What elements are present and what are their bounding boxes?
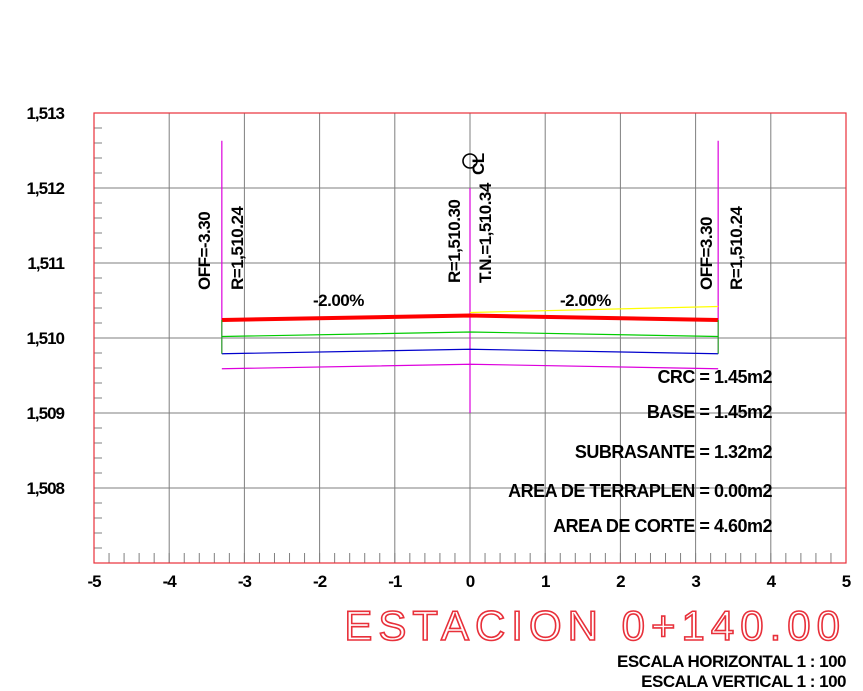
- x-tick-label: -5: [87, 572, 101, 591]
- area-base: BASE = 1.45m2: [647, 402, 773, 422]
- scale-vertical: ESCALA VERTICAL 1 : 100: [641, 672, 846, 691]
- area-corte: AREA DE CORTE = 4.60m2: [553, 516, 772, 536]
- left-slope-label: -2.00%: [313, 291, 364, 310]
- series-terreno-natural: [469, 305, 719, 314]
- centerline-circle: [462, 153, 478, 169]
- area-terraplen: AREA DE TERRAPLEN = 0.00m2: [508, 481, 772, 501]
- station-title: ESTACION 0+140.00: [344, 602, 846, 649]
- x-tick-label: 5: [842, 572, 851, 591]
- x-tick-label: 1: [541, 572, 550, 591]
- area-crc: CRC = 1.45m2: [657, 367, 772, 387]
- series-crc: [221, 331, 719, 338]
- center-rasante-label: R=1,510.30: [445, 200, 464, 283]
- left-offset-label: OFF=-3.30: [195, 212, 214, 290]
- y-tick-label: 1,509: [26, 404, 64, 423]
- y-tick-label: 1,508: [26, 479, 64, 498]
- section-lines: [221, 140, 719, 413]
- x-tick-label: 4: [767, 572, 777, 591]
- left-rasante-label: R=1,510.24: [228, 206, 247, 290]
- plot-frame: [93, 112, 847, 564]
- x-tick-label: 0: [466, 572, 475, 591]
- right-slope-label: -2.00%: [560, 291, 611, 310]
- centerline-symbol: CL: [469, 153, 488, 175]
- y-tick-label: 1,513: [26, 104, 64, 123]
- y-tick-label: 1,512: [26, 179, 64, 198]
- x-tick-label: 3: [691, 572, 700, 591]
- area-subrasante: SUBRASANTE = 1.32m2: [575, 442, 773, 462]
- series-rasante: [221, 313, 719, 322]
- y-tick-labels: 1,508 1,509 1,510 1,511 1,512 1,513: [26, 104, 65, 498]
- x-tick-labels: -5 -4 -3 -2 -1 0 1 2 3 4 5: [87, 572, 851, 591]
- x-tick-label: -4: [163, 572, 178, 591]
- center-tn-label: T.N.=1,510.34: [476, 182, 495, 283]
- x-tick-label: -2: [313, 572, 327, 591]
- x-tick-label: -3: [238, 572, 252, 591]
- x-tick-label: 2: [616, 572, 625, 591]
- series-base: [221, 348, 719, 355]
- series-subrasante: [221, 363, 719, 370]
- right-rasante-label: R=1,510.24: [727, 206, 746, 290]
- right-offset-label: OFF=3.30: [697, 217, 716, 290]
- x-tick-label: -1: [388, 572, 402, 591]
- y-tick-label: 1,511: [27, 254, 64, 273]
- y-tick-label: 1,510: [26, 329, 64, 348]
- scale-horizontal: ESCALA HORIZONTAL 1 : 100: [617, 652, 846, 671]
